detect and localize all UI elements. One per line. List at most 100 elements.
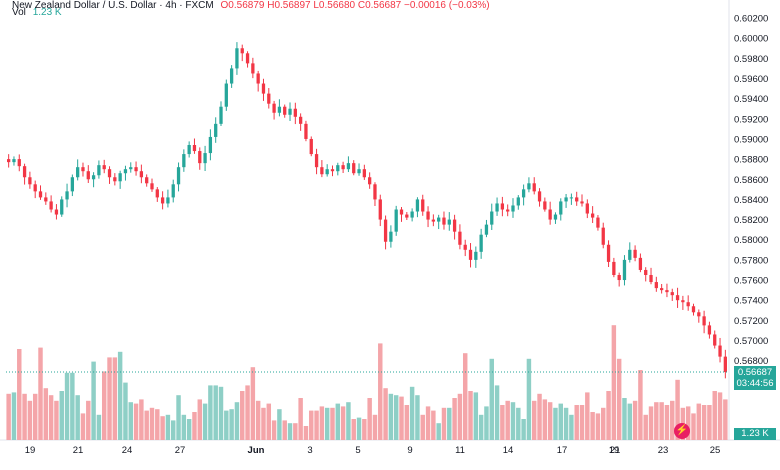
lightning-icon[interactable]: ⚡	[674, 423, 690, 439]
volume-bar	[553, 407, 558, 440]
candle-body	[596, 217, 600, 228]
candle-body	[145, 177, 149, 184]
candle-body	[638, 257, 643, 270]
x-tick-label: 21	[73, 445, 84, 456]
candle-body	[431, 219, 436, 222]
y-tick-label: 0.58800	[734, 155, 768, 166]
volume-bar	[399, 396, 404, 440]
volume-bar	[346, 402, 351, 440]
candle-body	[521, 189, 526, 198]
volume-bar	[38, 347, 43, 440]
volume-bar	[224, 410, 229, 440]
volume-bar	[133, 403, 139, 440]
volume-bar	[420, 414, 425, 440]
candle-body	[346, 163, 351, 170]
candle-body	[17, 159, 21, 167]
candle-body	[516, 197, 520, 206]
volume-bar	[701, 405, 707, 440]
candle-body	[617, 275, 621, 281]
candle-body	[208, 136, 213, 154]
candle-body	[606, 244, 611, 262]
bar-countdown: 03:44:56	[736, 378, 774, 390]
volume-bar	[388, 393, 394, 440]
volume-bar	[101, 371, 107, 440]
volume-bar	[86, 400, 91, 440]
candle-body	[628, 249, 632, 260]
volume-bar	[643, 414, 648, 440]
volume-bar	[462, 353, 468, 440]
y-tick-label: 0.59800	[734, 54, 768, 65]
volume-bar	[277, 409, 282, 440]
candle-body	[447, 219, 451, 225]
candle-body	[569, 197, 574, 199]
volume-bar	[356, 417, 362, 440]
candle-body	[559, 201, 563, 215]
candle-body	[150, 183, 154, 190]
candle-body	[123, 169, 128, 174]
volume-bar	[393, 395, 399, 440]
volume-bar	[149, 407, 155, 440]
x-tick-label: 3	[307, 445, 312, 456]
volume-bar	[531, 400, 537, 440]
volume-bar	[59, 391, 64, 440]
candle-body	[670, 292, 674, 296]
volume-bar	[622, 398, 627, 440]
candle-body	[256, 73, 260, 84]
volume-bar	[500, 405, 505, 440]
volume-bar	[340, 406, 346, 440]
x-tick-label: 27	[175, 445, 186, 456]
candle-body	[458, 231, 462, 245]
volume-bar	[176, 395, 181, 440]
volume-bar	[218, 386, 224, 440]
candle-body	[394, 209, 398, 232]
volume-bar	[255, 400, 261, 440]
volume-bar	[590, 412, 595, 440]
volume-bar	[521, 419, 526, 440]
volume-bar	[70, 372, 75, 440]
y-tick-label: 0.57600	[734, 276, 768, 287]
volume-bar	[234, 402, 240, 440]
x-tick-label: 9	[407, 445, 412, 456]
candle-body	[612, 261, 616, 276]
volume-bar	[324, 407, 330, 440]
volume-bar	[691, 413, 696, 440]
candle-body	[267, 93, 271, 104]
candle-body	[54, 209, 59, 215]
volume-bar	[11, 392, 17, 440]
volume-bar	[330, 407, 335, 440]
candle-body	[463, 244, 467, 250]
volume-bar	[362, 419, 367, 440]
candle-body	[511, 205, 515, 212]
candle-body	[426, 211, 430, 220]
y-tick-label: 0.57400	[734, 296, 768, 307]
candle-body	[389, 231, 393, 242]
candle-body	[81, 167, 85, 172]
volume-bar	[335, 403, 341, 440]
candle-body	[203, 153, 207, 164]
volume-bar	[415, 395, 420, 440]
volume-bar	[351, 419, 356, 440]
candle-body	[713, 334, 717, 346]
candle-body	[330, 169, 335, 172]
volume-bar	[186, 419, 192, 440]
candle-body	[288, 108, 292, 115]
last-price-tag: 0.56687 03:44:56	[734, 366, 776, 391]
x-tick-label: 24	[122, 445, 133, 456]
volume-bar	[696, 403, 702, 440]
y-tick-label: 0.58000	[734, 235, 768, 246]
candle-body	[70, 177, 75, 192]
candle-body	[118, 173, 122, 182]
candle-body	[38, 191, 43, 198]
volume-bar	[468, 391, 473, 440]
candle-body	[437, 217, 441, 222]
candle-body	[681, 300, 685, 303]
volume-bar	[309, 410, 314, 440]
candle-body	[500, 203, 505, 210]
volume-bar	[160, 416, 165, 440]
volume-bar	[404, 405, 410, 440]
volume-bar	[64, 372, 70, 440]
y-tick-label: 0.59600	[734, 74, 768, 85]
volume-bar	[144, 410, 149, 440]
